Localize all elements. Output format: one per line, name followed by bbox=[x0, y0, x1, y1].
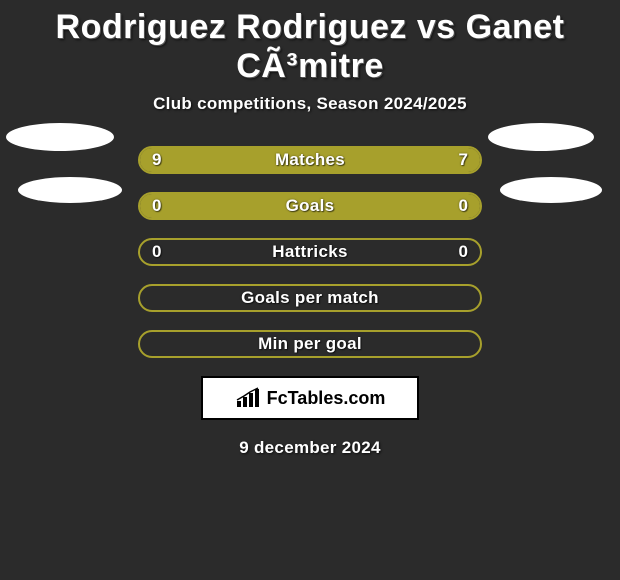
right-value: 7 bbox=[459, 146, 468, 174]
decorative-ellipse bbox=[18, 177, 122, 203]
page-title: Rodriguez Rodriguez vs Ganet CÃ³mitre bbox=[0, 2, 620, 94]
comparison-infographic: Rodriguez Rodriguez vs Ganet CÃ³mitre Cl… bbox=[0, 0, 620, 458]
right-value: 0 bbox=[459, 192, 468, 220]
logo-text: FcTables.com bbox=[267, 388, 386, 409]
bar-track bbox=[138, 192, 482, 220]
left-value: 0 bbox=[152, 238, 161, 266]
comparison-row: Hattricks00 bbox=[0, 238, 620, 266]
bar-track bbox=[138, 146, 482, 174]
decorative-ellipse bbox=[488, 123, 594, 151]
comparison-row: Min per goal bbox=[0, 330, 620, 358]
bar-chart-icon bbox=[235, 387, 261, 409]
bar-track bbox=[138, 238, 482, 266]
bar-left-fill bbox=[140, 148, 331, 172]
decorative-ellipse bbox=[6, 123, 114, 151]
right-value: 0 bbox=[459, 238, 468, 266]
bar-track bbox=[138, 330, 482, 358]
comparison-row: Goals per match bbox=[0, 284, 620, 312]
left-value: 9 bbox=[152, 146, 161, 174]
page-subtitle: Club competitions, Season 2024/2025 bbox=[0, 94, 620, 114]
left-value: 0 bbox=[152, 192, 161, 220]
bar-track bbox=[138, 284, 482, 312]
snapshot-date: 9 december 2024 bbox=[0, 438, 620, 458]
bar-left-fill bbox=[140, 194, 480, 218]
decorative-ellipse bbox=[500, 177, 602, 203]
fctables-logo: FcTables.com bbox=[201, 376, 419, 420]
